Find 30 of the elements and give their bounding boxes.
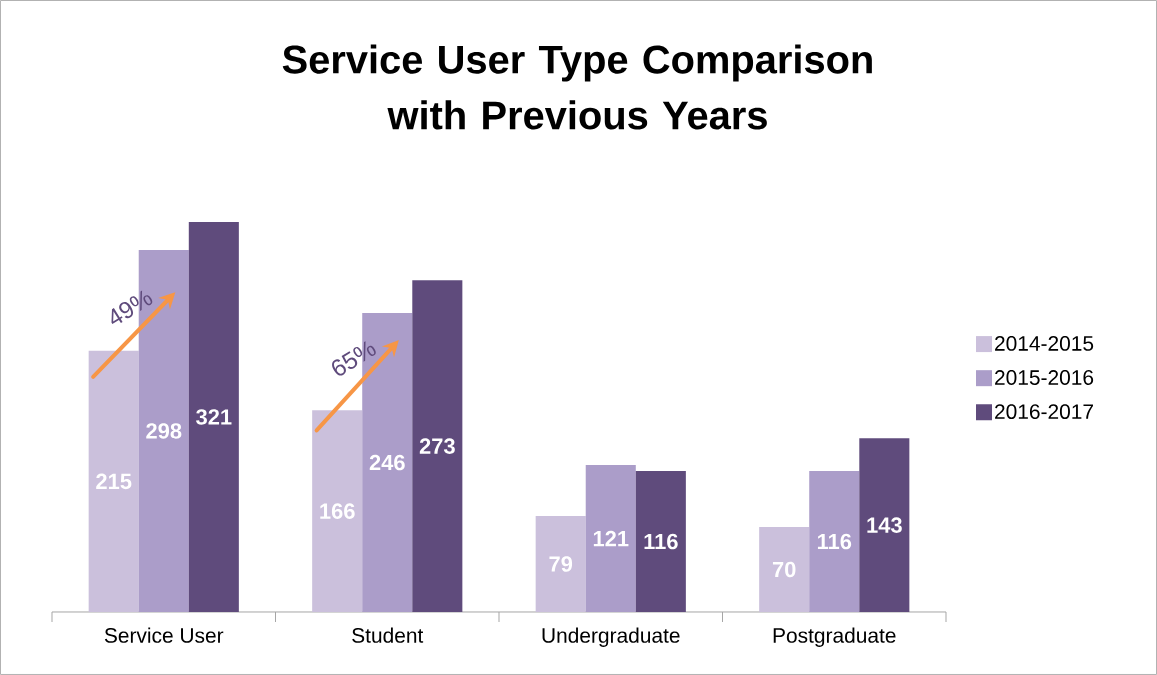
bar bbox=[859, 438, 910, 612]
bar bbox=[635, 471, 686, 612]
x-tick-label: Postgraduate bbox=[773, 627, 896, 648]
bar bbox=[809, 471, 860, 612]
bar bbox=[412, 280, 463, 612]
data-label: 298 bbox=[146, 423, 182, 439]
data-label: 321 bbox=[196, 409, 232, 425]
data-label: 246 bbox=[369, 454, 405, 471]
x-tick-label: Student bbox=[352, 627, 424, 643]
annotation: 49% bbox=[111, 290, 153, 324]
legend-label: 2014-2015 bbox=[995, 336, 1094, 351]
legend-label: 2016-2017 bbox=[995, 404, 1093, 420]
chart-title: Service User Type Comparison with Previous Years bbox=[282, 44, 872, 130]
data-label: 79 bbox=[549, 556, 573, 572]
x-tick-label: Undergraduate bbox=[542, 627, 680, 648]
x-tick-label: Service User bbox=[104, 627, 224, 643]
data-label: 121 bbox=[593, 530, 629, 547]
data-label: 215 bbox=[96, 473, 132, 490]
data-label: 116 bbox=[644, 533, 678, 550]
bar bbox=[585, 464, 636, 612]
bar bbox=[188, 221, 239, 612]
data-label: 273 bbox=[419, 438, 455, 454]
annotation: 65% bbox=[332, 341, 376, 376]
data-label: 166 bbox=[320, 503, 355, 519]
legend-label: 2015-2016 bbox=[995, 370, 1094, 385]
data-label: 116 bbox=[817, 533, 852, 550]
bar bbox=[759, 526, 810, 612]
data-label: 143 bbox=[867, 517, 902, 533]
bar bbox=[535, 516, 586, 612]
data-label: 70 bbox=[772, 561, 796, 578]
